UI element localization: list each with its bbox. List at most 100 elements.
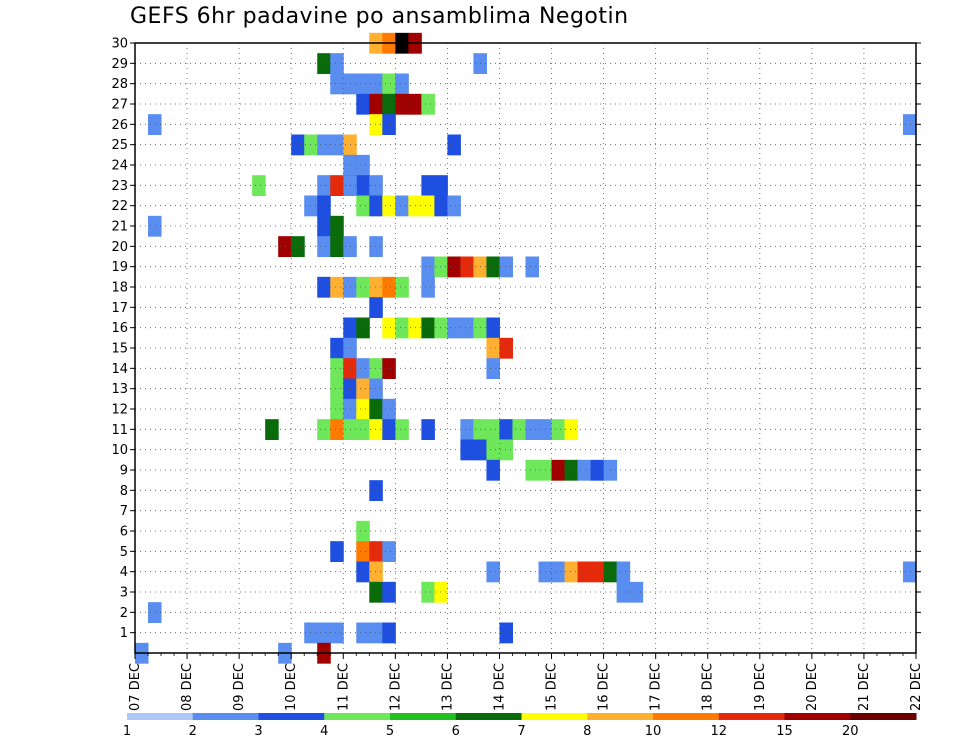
heatmap-cell xyxy=(317,276,331,298)
heatmap-cell xyxy=(356,378,370,400)
legend-swatch xyxy=(324,713,391,720)
heatmap-cell xyxy=(356,73,370,95)
heatmap-cell xyxy=(369,581,383,603)
heatmap-cell xyxy=(317,195,331,217)
legend-label: 3 xyxy=(254,724,262,739)
legend-label: 10 xyxy=(645,724,662,739)
x-axis: 07 DEC 08 DEC 09 DEC 10 DEC 11 DEC 12 DEC 13 D… xyxy=(128,653,924,711)
heatmap-cell xyxy=(460,439,474,461)
heatmap-cell xyxy=(369,73,383,95)
heatmap-cell xyxy=(330,134,344,156)
heatmap-cell xyxy=(369,419,383,440)
heatmap-cell xyxy=(369,297,383,318)
x-tick-label: 20 DEC xyxy=(805,663,820,711)
y-tick-label: 18 xyxy=(111,281,128,296)
y-tick-label: 25 xyxy=(111,138,128,153)
heatmap-cell xyxy=(317,175,331,196)
heatmap-cell xyxy=(434,195,448,217)
heatmap-cell xyxy=(421,276,435,298)
legend-swatch xyxy=(258,713,325,720)
heatmap-cell xyxy=(317,134,331,156)
y-tick-label: 7 xyxy=(120,504,128,519)
heatmap-cell xyxy=(551,459,566,481)
y-tick-label: 22 xyxy=(111,199,128,214)
heatmap-cell xyxy=(382,398,396,420)
heatmap-cell xyxy=(902,561,917,583)
y-tick-label: 10 xyxy=(111,443,128,458)
legend-label: 12 xyxy=(710,724,727,739)
y-tick-label: 28 xyxy=(111,77,128,92)
heatmap-cell xyxy=(395,195,409,217)
heatmap-cell xyxy=(447,195,461,217)
color-legend: 1 2 3 4 5 6 7 8 10 12 15 20 xyxy=(123,713,917,739)
legend-label: 5 xyxy=(386,724,394,739)
heatmap-cell xyxy=(330,378,344,400)
heatmap-cell xyxy=(369,175,383,196)
y-tick-label: 16 xyxy=(111,321,128,336)
heatmap-cell xyxy=(317,53,331,74)
heatmap-cell xyxy=(382,358,396,379)
heatmap-cell xyxy=(395,419,409,440)
heatmap-cell xyxy=(564,419,579,440)
legend-swatch xyxy=(455,713,522,720)
heatmap-cell xyxy=(525,256,540,278)
heatmap-cell xyxy=(369,195,383,217)
heatmap-cell xyxy=(265,419,279,440)
heatmap-cell xyxy=(330,53,344,74)
x-tick-label: 07 DEC xyxy=(128,663,143,711)
y-tick-label: 12 xyxy=(111,403,128,418)
heatmap-cell xyxy=(421,93,435,115)
x-tick-label: 11 DEC xyxy=(336,663,351,711)
y-tick-label: 29 xyxy=(111,57,128,72)
heatmap-cell xyxy=(616,561,631,583)
y-tick-label: 17 xyxy=(111,301,128,316)
heatmap-cell xyxy=(369,622,383,644)
grid-lines xyxy=(135,43,916,653)
heatmap-cell xyxy=(447,256,461,278)
heatmap-cell xyxy=(486,459,500,481)
heatmap-cell xyxy=(421,256,435,278)
heatmap-cell xyxy=(330,419,344,440)
heatmap-cell xyxy=(382,419,396,440)
heatmap-cell xyxy=(291,236,305,257)
heatmap-cell xyxy=(577,561,592,583)
heatmap-cell xyxy=(356,520,370,542)
heatmap-cell xyxy=(330,358,344,379)
heatmap-cell xyxy=(564,561,579,583)
heatmap-cell xyxy=(330,398,344,420)
heatmap-cell xyxy=(356,419,370,440)
y-tick-label: 9 xyxy=(120,464,128,479)
x-tick-label: 16 DEC xyxy=(597,663,612,711)
heatmap-cell xyxy=(421,419,435,440)
heatmap-cell xyxy=(512,419,526,440)
heatmap-cell xyxy=(278,236,292,257)
heatmap-cell xyxy=(291,134,305,156)
heatmap-cell xyxy=(382,276,396,298)
x-tick-label: 08 DEC xyxy=(180,663,195,711)
x-tick-label: 17 DEC xyxy=(649,663,664,711)
heatmap-cell xyxy=(590,561,605,583)
y-tick-label: 19 xyxy=(111,260,128,275)
y-tick-label: 23 xyxy=(111,179,128,194)
heatmap-cell xyxy=(317,622,331,644)
heatmap-cell xyxy=(486,256,500,278)
legend-label: 1 xyxy=(123,724,131,739)
legend-swatch xyxy=(850,713,917,720)
heatmap-cell xyxy=(577,459,592,481)
heatmap-cell xyxy=(434,256,448,278)
x-tick-label: 18 DEC xyxy=(701,663,716,711)
y-tick-label: 4 xyxy=(120,565,128,580)
heatmap-cell xyxy=(616,581,631,603)
heatmap-cell xyxy=(369,378,383,400)
heatmap-cell xyxy=(330,236,344,257)
heatmap-cell xyxy=(330,337,344,359)
x-tick-label: 09 DEC xyxy=(232,663,247,711)
legend-swatch xyxy=(127,713,194,720)
heatmap-cell xyxy=(486,358,500,379)
heatmap-cell xyxy=(382,317,396,339)
heatmap-cell xyxy=(551,419,566,440)
heatmap-cell xyxy=(369,236,383,257)
heatmap-cell xyxy=(434,175,448,196)
heatmap-cell xyxy=(369,114,383,135)
x-tick-label: 22 DEC xyxy=(909,663,924,711)
